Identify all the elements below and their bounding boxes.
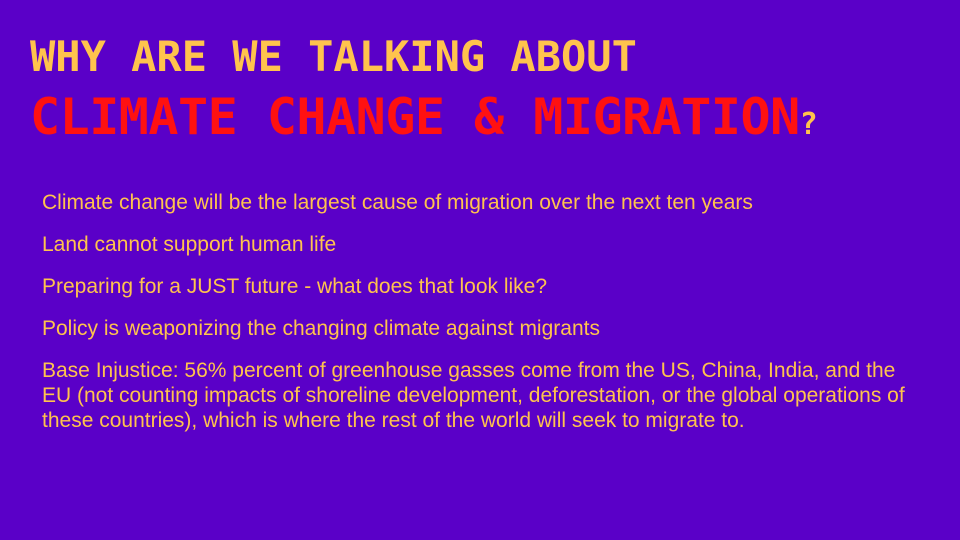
bullet-item: Preparing for a JUST future - what does …: [42, 275, 548, 298]
bullet-item: Land cannot support human life: [42, 233, 337, 256]
title-line-1: WHY ARE WE TALKING ABOUT: [30, 32, 637, 81]
title-question-mark: ?: [799, 107, 818, 142]
bullet-item: Base Injustice: 56% percent of greenhous…: [42, 359, 905, 432]
slide-title: WHY ARE WE TALKING ABOUT CLIMATE CHANGE …: [30, 30, 930, 158]
title-line-2: CLIMATE CHANGE & MIGRATION?: [30, 84, 930, 158]
title-highlight: CLIMATE CHANGE & MIGRATION: [30, 88, 800, 146]
bullet-item: Policy is weaponizing the changing clima…: [42, 317, 600, 340]
bullet-item: Climate change will be the largest cause…: [42, 191, 753, 214]
bullet-list: Climate change will be the largest cause…: [42, 190, 922, 450]
